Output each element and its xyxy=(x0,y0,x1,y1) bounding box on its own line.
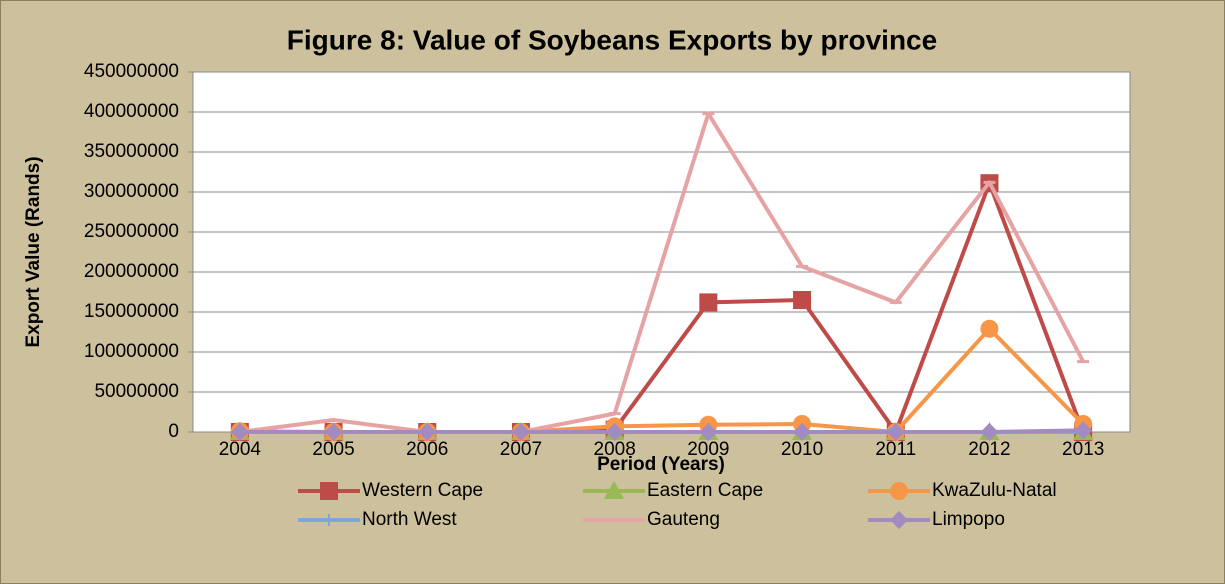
x-axis-label: Period (Years) xyxy=(597,454,725,475)
x-tick-label: 2011 xyxy=(875,439,916,460)
legend-label: North West xyxy=(362,509,457,530)
legend-marker xyxy=(320,482,338,500)
legend-label: Limpopo xyxy=(932,509,1005,530)
marker xyxy=(886,423,905,441)
marker xyxy=(699,423,718,441)
y-tick-label: 150000000 xyxy=(84,301,179,322)
x-tick-label: 2012 xyxy=(968,439,1010,460)
y-axis-label: Export Value (Rands) xyxy=(23,156,44,347)
x-tick-label: 2007 xyxy=(500,439,542,460)
y-tick-label: 200000000 xyxy=(84,261,179,282)
x-tick-label: 2006 xyxy=(406,439,448,460)
marker xyxy=(980,319,999,338)
legend-marker xyxy=(890,511,908,529)
marker xyxy=(699,293,718,312)
y-tick-label: 250000000 xyxy=(84,221,179,242)
x-tick-label: 2013 xyxy=(1062,439,1104,460)
y-tick-label: 350000000 xyxy=(84,141,179,162)
plot-area xyxy=(192,71,1131,433)
series-line xyxy=(239,428,1084,434)
marker xyxy=(605,423,624,441)
marker xyxy=(793,423,812,441)
x-tick-label: 2004 xyxy=(219,439,262,460)
legend-label: Eastern Cape xyxy=(647,480,763,501)
marker xyxy=(418,423,437,441)
y-tick-label: 400000000 xyxy=(84,101,179,122)
legend-marker xyxy=(604,481,624,499)
marker xyxy=(1074,421,1093,440)
legend-marker xyxy=(890,482,908,500)
x-tick-label: 2010 xyxy=(781,439,823,460)
series-line xyxy=(239,111,1085,434)
marker xyxy=(980,423,999,441)
marker xyxy=(230,423,249,441)
x-tick-label: 2008 xyxy=(594,439,636,460)
legend-label: Gauteng xyxy=(647,509,720,530)
y-tick-label: 50000000 xyxy=(94,381,179,402)
marker xyxy=(324,423,343,441)
legend-label: KwaZulu-Natal xyxy=(932,480,1057,501)
y-tick-label: 300000000 xyxy=(84,181,179,202)
x-tick-label: 2005 xyxy=(312,439,354,460)
y-tick-label: 100000000 xyxy=(84,341,179,362)
chart-title: Figure 8: Value of Soybeans Exports by p… xyxy=(287,24,937,55)
x-tick-label: 2009 xyxy=(687,439,729,460)
marker xyxy=(511,423,530,441)
legend-marker xyxy=(323,514,335,526)
y-tick-label: 450000000 xyxy=(84,61,179,82)
marker xyxy=(793,291,812,309)
y-tick-label: 0 xyxy=(168,421,179,442)
legend-label: Western Cape xyxy=(362,480,483,501)
